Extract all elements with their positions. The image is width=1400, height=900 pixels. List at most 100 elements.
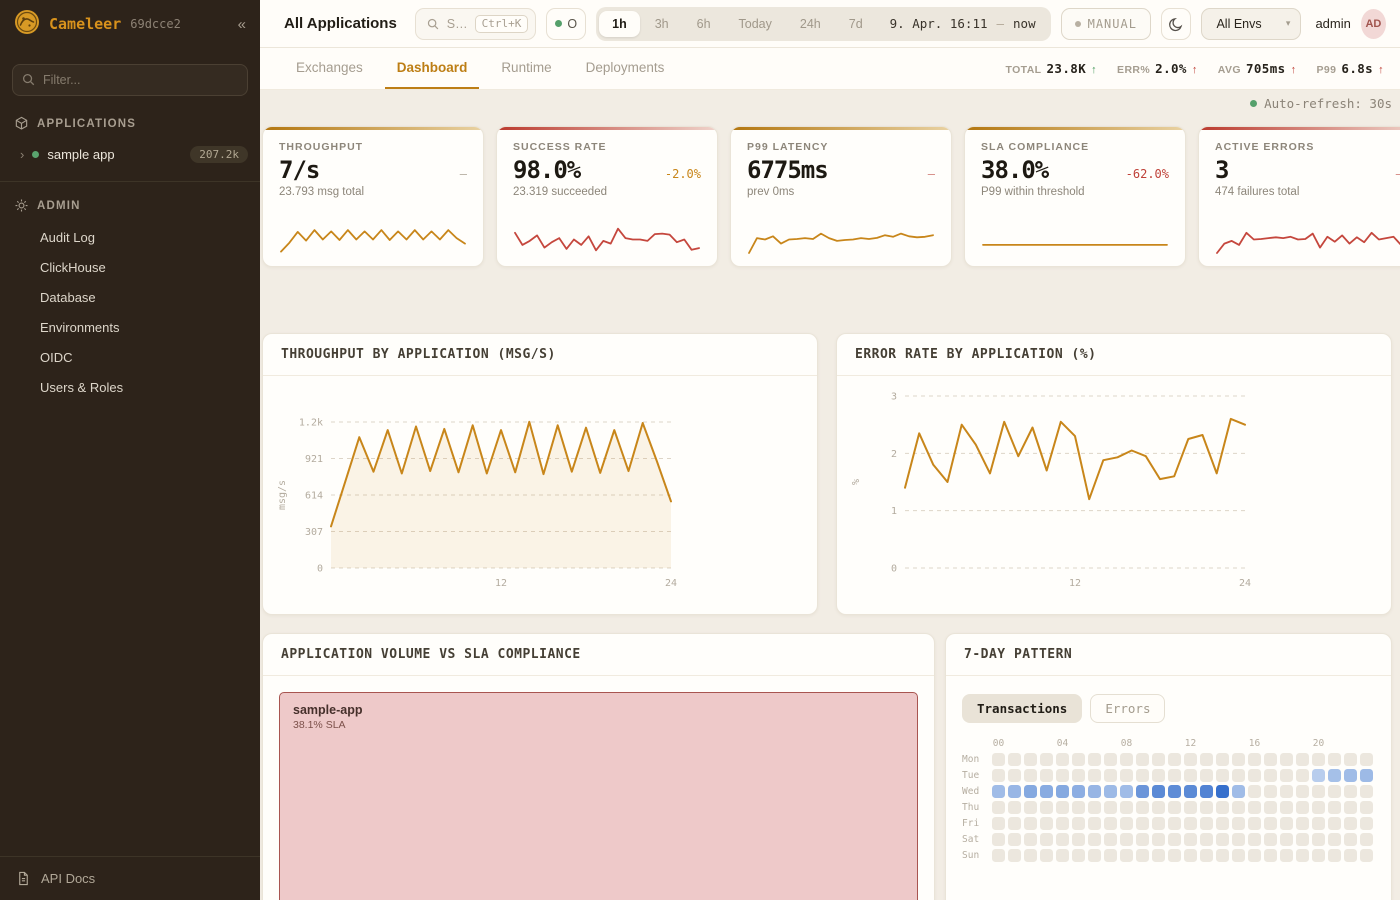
toggle-errors[interactable]: Errors [1090, 694, 1166, 723]
heatmap-cell [1040, 801, 1053, 814]
time-range-button-today[interactable]: Today [726, 11, 785, 37]
user-avatar[interactable]: AD [1360, 8, 1386, 39]
main-area: All Applications S… Ctrl+K O 1h 3h 6h Today… [260, 0, 1400, 900]
svg-text:3: 3 [891, 392, 897, 403]
heatmap-cell [1280, 817, 1293, 830]
heatmap-cell [1264, 753, 1277, 766]
heatmap-cell [1104, 833, 1117, 846]
date-range-separator: – [996, 16, 1005, 31]
time-range-button-3h[interactable]: 3h [642, 11, 682, 37]
api-docs-link[interactable]: API Docs [0, 856, 260, 900]
app-tree-item-sample-app[interactable]: › sample app 207.2k [0, 140, 260, 169]
env-select[interactable]: All Envs ▾ [1201, 7, 1302, 40]
app-count-badge: 207.2k [190, 146, 248, 163]
heatmap-cell [1136, 817, 1149, 830]
heatmap-cell [1344, 753, 1357, 766]
admin-menu-item-clickhouse[interactable]: ClickHouse [40, 259, 106, 275]
dashboard-content: Auto-refresh: 30s THROUGHPUT 7/s – 23.79… [260, 90, 1400, 900]
hour-label [1040, 737, 1053, 750]
collapse-sidebar-button[interactable]: « [237, 15, 246, 33]
heatmap-cell [1264, 817, 1277, 830]
global-search[interactable]: S… Ctrl+K [414, 7, 537, 40]
day-label: Sat [962, 834, 980, 845]
stat-total: TOTAL 23.8K ↑ [1005, 61, 1097, 76]
kpi-card-active-errors: ACTIVE ERRORS 3 – 474 failures total [1198, 126, 1400, 267]
heatmap-cell [1344, 769, 1357, 782]
heatmap-cell [1008, 769, 1021, 782]
treemap-tile-sample-app[interactable]: sample-app 38.1% SLA [279, 692, 918, 900]
heatmap-cell [1344, 801, 1357, 814]
heatmap-cell [1232, 785, 1245, 798]
time-range-button-1h[interactable]: 1h [599, 10, 640, 37]
heatmap-cell [1072, 801, 1085, 814]
heatmap-cell [1312, 849, 1325, 862]
kpi-value: 98.0% [513, 156, 581, 184]
theme-toggle-button[interactable] [1160, 7, 1192, 40]
admin-menu-item-audit-log[interactable]: Audit Log [40, 229, 95, 245]
heatmap-cell [1136, 849, 1149, 862]
app-name: sample app [47, 147, 115, 162]
manual-refresh-button[interactable]: MANUAL [1060, 7, 1151, 40]
heatmap-cell [1040, 769, 1053, 782]
heatmap-cell [1248, 753, 1261, 766]
treemap-app-name: sample-app [293, 703, 363, 717]
tab-deployments[interactable]: Deployments [574, 48, 677, 89]
admin-menu-item-oidc[interactable]: OIDC [40, 349, 73, 365]
heatmap-cell [1200, 785, 1213, 798]
heatmap-cell [1056, 753, 1069, 766]
moon-icon [1169, 17, 1183, 31]
tab-exchanges[interactable]: Exchanges [284, 48, 375, 89]
charts-row: THROUGHPUT BY APPLICATION (MSG/S) 1.2k 92… [262, 333, 1400, 615]
heatmap-cell [1072, 833, 1085, 846]
kpi-sparkline [279, 220, 467, 258]
admin-menu-item-environments[interactable]: Environments [40, 319, 120, 335]
heatmap-cell [1152, 753, 1165, 766]
heatmap-cell [1296, 769, 1309, 782]
time-range-button-24h[interactable]: 24h [787, 11, 834, 37]
hour-label: 04 [1056, 738, 1069, 749]
hour-label [1104, 737, 1117, 750]
tab-runtime[interactable]: Runtime [489, 48, 563, 89]
online-status-button[interactable]: O [546, 7, 587, 40]
svg-text:921: 921 [305, 454, 323, 465]
heatmap-cell [992, 753, 1005, 766]
admin-menu-item-users-roles[interactable]: Users & Roles [40, 379, 124, 395]
trend-arrow-icon: ↑ [1091, 64, 1098, 76]
hour-label: 20 [1312, 738, 1325, 749]
heatmap-cell [1248, 769, 1261, 782]
heatmap-cell [1232, 769, 1245, 782]
heatmap-cell [1184, 849, 1197, 862]
kpi-delta: -2.0% [664, 167, 701, 181]
heatmap-cell [1008, 833, 1021, 846]
expand-chevron-icon[interactable]: › [20, 147, 25, 162]
tab-dashboard[interactable]: Dashboard [384, 48, 480, 89]
admin-menu-item-database[interactable]: Database [40, 289, 96, 305]
time-range-button-6h[interactable]: 6h [684, 11, 724, 37]
chevron-down-icon: ▾ [1285, 18, 1291, 28]
heatmap-cell [992, 833, 1005, 846]
heatmap-cell [1200, 801, 1213, 814]
toggle-transactions[interactable]: Transactions [962, 694, 1083, 723]
volume-vs-sla-panel: APPLICATION VOLUME VS SLA COMPLIANCE sam… [262, 633, 935, 900]
filter-input[interactable] [12, 64, 248, 96]
hour-label [1024, 737, 1037, 750]
app-version: 69dcce2 [130, 17, 181, 31]
stat-value: 23.8K [1046, 61, 1087, 76]
online-dot [555, 20, 563, 27]
heatmap-cell [1216, 849, 1229, 862]
time-range-button-7d[interactable]: 7d [836, 11, 876, 37]
heatmap-cell [1184, 833, 1197, 846]
heatmap-cell [1328, 849, 1341, 862]
heatmap-cell [1008, 753, 1021, 766]
hour-label [1136, 737, 1149, 750]
tabs-bar: Exchanges Dashboard Runtime Deployments TOT… [260, 48, 1400, 90]
heatmap-cell [1040, 785, 1053, 798]
status-dot [32, 151, 40, 158]
heatmap-cell [1152, 801, 1165, 814]
heatmap-cell [1312, 801, 1325, 814]
heatmap-cell [1360, 801, 1373, 814]
kpi-title: P99 LATENCY [747, 141, 829, 153]
kpi-accent-bar [965, 127, 1185, 130]
kpi-value: 3 [1215, 156, 1229, 184]
trend-arrow-icon: ↑ [1290, 64, 1297, 76]
